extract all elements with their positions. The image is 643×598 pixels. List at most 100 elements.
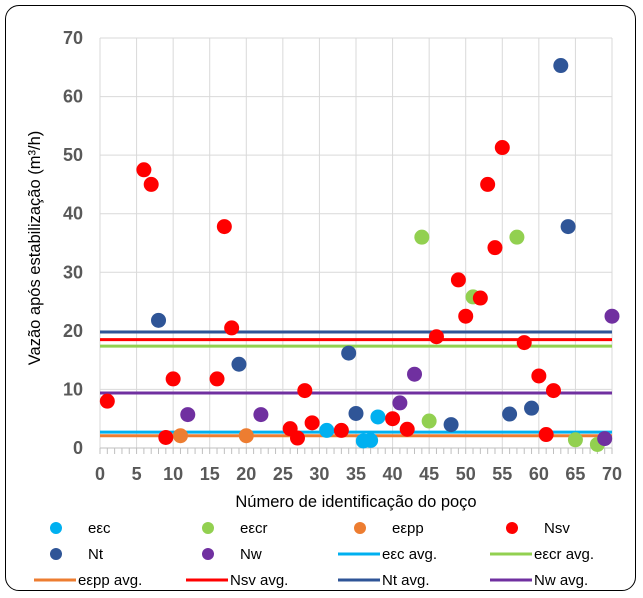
data-point: [597, 431, 613, 447]
data-points: [99, 58, 620, 452]
y-tick-labels: 0 10 20 30 40 50 60 70: [63, 28, 83, 458]
data-point: [509, 229, 525, 245]
y-tick-label: 60: [63, 87, 83, 107]
legend-marker: [354, 522, 366, 534]
data-point: [428, 329, 444, 345]
x-minor-ticks: [99, 447, 613, 454]
legend-marker: [202, 548, 214, 560]
legend-label: eεc avg.: [382, 546, 437, 563]
legend-label: Nt avg.: [382, 572, 430, 589]
legend-marker: [506, 522, 518, 534]
legend-entry: Nw: [202, 546, 262, 563]
y-tick-label: 70: [63, 28, 83, 48]
data-point: [480, 176, 496, 192]
x-tick-label: 5: [132, 464, 142, 484]
x-tick-labels: 0 5 10 15 20 25 30 35 40 45 50 55 60 65 70: [95, 464, 622, 484]
data-point: [604, 308, 620, 324]
legend-entry: eεc avg.: [338, 546, 437, 563]
legend-entry: Nt: [50, 546, 104, 563]
x-tick-label: 45: [419, 464, 439, 484]
legend-label: eεpp: [392, 520, 424, 537]
legend-entry: eεcr avg.: [490, 546, 594, 563]
data-point: [531, 368, 547, 384]
x-tick-label: 55: [492, 464, 512, 484]
data-point: [297, 383, 313, 399]
legend-label: Nw avg.: [534, 572, 588, 589]
legend-label: eεcr: [240, 520, 268, 537]
x-tick-label: 60: [529, 464, 549, 484]
x-tick-label: 65: [565, 464, 585, 484]
data-point: [348, 405, 364, 421]
data-point: [289, 430, 305, 446]
data-point: [99, 393, 115, 409]
data-point: [136, 162, 152, 178]
data-point: [341, 345, 357, 361]
legend-entry: Nsv: [506, 520, 570, 537]
legend-label: eεpp avg.: [78, 572, 142, 589]
data-point: [458, 308, 474, 324]
data-point: [238, 428, 254, 444]
data-point: [385, 411, 401, 427]
data-point: [443, 417, 459, 433]
x-axis-title: Número de identificação do poço: [235, 493, 476, 511]
data-point: [224, 320, 240, 336]
data-point: [421, 413, 437, 429]
x-tick-label: 25: [273, 464, 293, 484]
data-point: [180, 407, 196, 423]
data-point: [407, 366, 423, 382]
x-tick-label: 50: [456, 464, 476, 484]
legend-marker: [50, 548, 62, 560]
chart-frame: [5, 5, 636, 591]
legend-label: Nsv: [544, 520, 570, 537]
data-point: [209, 371, 225, 387]
data-point: [524, 400, 540, 416]
legend-entry: Nt avg.: [338, 572, 430, 589]
data-point: [414, 229, 430, 245]
data-point: [253, 407, 269, 423]
data-point: [165, 371, 181, 387]
data-point: [151, 312, 167, 328]
data-point: [392, 395, 408, 411]
legend-entry: eεc: [50, 520, 111, 537]
data-point: [216, 219, 232, 235]
x-tick-label: 15: [200, 464, 220, 484]
data-point: [516, 335, 532, 351]
data-point: [319, 422, 335, 438]
data-point: [567, 432, 583, 448]
legend-entry: eεpp avg.: [34, 572, 142, 589]
data-point: [231, 356, 247, 372]
legend-label: eεc: [88, 520, 111, 537]
y-tick-label: 20: [63, 321, 83, 341]
data-point: [545, 383, 561, 399]
legend-entry: Nw avg.: [490, 572, 588, 589]
legend-label: Nw: [240, 546, 262, 563]
x-tick-label: 40: [383, 464, 403, 484]
x-tick-label: 35: [346, 464, 366, 484]
data-point: [172, 428, 188, 444]
y-tick-label: 0: [73, 438, 83, 458]
data-point: [553, 58, 569, 74]
x-tick-label: 20: [236, 464, 256, 484]
legend-entry: eεpp: [354, 520, 424, 537]
data-point: [363, 432, 379, 448]
data-point: [494, 140, 510, 156]
data-point: [472, 290, 488, 306]
y-tick-label: 50: [63, 145, 83, 165]
y-tick-label: 30: [63, 262, 83, 282]
x-tick-label: 10: [163, 464, 183, 484]
legend-marker: [50, 522, 62, 534]
x-tick-label: 30: [309, 464, 329, 484]
x-tick-label: 70: [602, 464, 622, 484]
data-point: [333, 422, 349, 438]
data-point: [450, 272, 466, 288]
data-point: [560, 219, 576, 235]
legend: eεc eεcr eεpp Nsv Nt Nw eεc avg. eεcr avg. eεpp …: [34, 520, 594, 589]
y-tick-label: 10: [63, 379, 83, 399]
x-tick-label: 0: [95, 464, 105, 484]
y-axis-title: Vazão após estabilização (m³/h): [26, 131, 44, 365]
data-point: [399, 421, 415, 437]
data-point: [502, 406, 518, 422]
legend-entry: eεcr: [202, 520, 268, 537]
data-point: [143, 176, 159, 192]
